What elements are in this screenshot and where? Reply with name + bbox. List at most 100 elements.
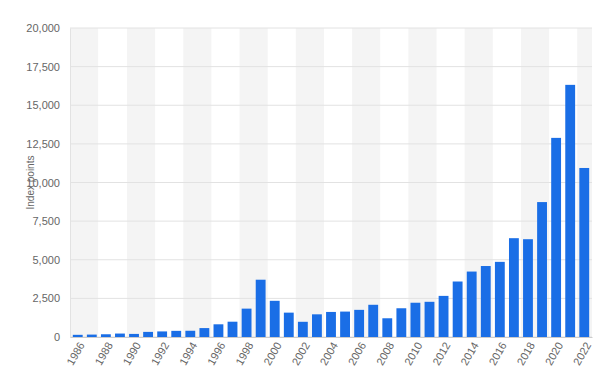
y-tick: 15,000 <box>26 99 70 111</box>
bar <box>256 280 266 337</box>
x-tick: 2002 <box>289 337 312 367</box>
grid-line <box>70 182 592 183</box>
x-tick-label: 2004 <box>317 340 340 367</box>
bar <box>509 238 519 337</box>
bar <box>565 85 575 337</box>
x-tick: 2010 <box>402 337 425 367</box>
bar <box>326 312 336 337</box>
bar <box>396 308 406 337</box>
chart: 02,5005,0007,50010,00012,50015,00017,500… <box>0 0 600 390</box>
x-tick-label: 2008 <box>374 340 397 367</box>
bars <box>73 85 589 337</box>
bar <box>312 314 322 337</box>
bar <box>467 272 477 337</box>
x-tick-label: 2016 <box>486 340 509 367</box>
grid-line <box>70 28 592 29</box>
y-tick-label: 2,500 <box>32 292 60 304</box>
x-tick: 2000 <box>261 337 284 367</box>
bar <box>214 324 224 337</box>
bar <box>368 305 378 337</box>
x-tick-label: 2002 <box>289 340 312 367</box>
bar <box>115 334 125 337</box>
y-tick-label: 0 <box>54 331 60 343</box>
bar <box>425 302 435 337</box>
bar <box>579 168 589 337</box>
bar <box>537 202 547 337</box>
y-tick: 5,000 <box>32 254 70 266</box>
x-tick: 2016 <box>486 337 509 367</box>
bar <box>340 312 350 337</box>
bar <box>382 318 392 337</box>
x-tick-label: 1988 <box>92 340 115 367</box>
y-tick-label: 15,000 <box>26 99 60 111</box>
x-tick-label: 2020 <box>543 340 566 367</box>
bar <box>242 309 252 337</box>
bar <box>129 334 139 337</box>
bar <box>101 334 111 337</box>
bar <box>87 335 97 337</box>
grid-line <box>70 66 592 67</box>
y-tick: 12,500 <box>26 138 70 150</box>
y-axis-title: Index points <box>25 156 36 210</box>
x-tick-label: 2006 <box>346 340 369 367</box>
x-tick-label: 2018 <box>514 340 537 367</box>
y-tick-label: 12,500 <box>26 138 60 150</box>
bar <box>354 310 364 337</box>
bar <box>523 239 533 337</box>
bar <box>199 328 209 337</box>
x-tick: 1998 <box>233 337 256 367</box>
x-tick: 2008 <box>374 337 397 367</box>
x-tick-label: 1992 <box>149 340 172 367</box>
x-tick: 1996 <box>205 337 228 367</box>
x-tick: 1986 <box>64 337 87 367</box>
bar <box>551 138 561 337</box>
y-tick-label: 17,500 <box>26 61 60 73</box>
bar <box>143 332 153 337</box>
x-tick: 2018 <box>514 337 537 367</box>
y-axis-line <box>70 29 71 338</box>
plot: 02,5005,0007,50010,00012,50015,00017,500… <box>26 22 593 367</box>
x-tick: 2022 <box>571 337 594 367</box>
grid-line <box>70 221 592 222</box>
x-tick-label: 2000 <box>261 340 284 367</box>
x-tick-label: 2014 <box>458 340 481 367</box>
x-tick: 2004 <box>317 337 340 367</box>
x-tick-label: 2012 <box>430 340 453 367</box>
y-tick: 7,500 <box>32 215 70 227</box>
stripes <box>70 28 592 337</box>
x-tick: 1994 <box>177 337 200 367</box>
bar <box>73 335 83 337</box>
bar <box>481 266 491 337</box>
y-tick: 2,500 <box>32 292 70 304</box>
x-tick-label: 1996 <box>205 340 228 367</box>
bar <box>284 313 294 337</box>
y-tick-label: 20,000 <box>26 22 60 34</box>
y-tick: 0 <box>54 331 70 343</box>
bar <box>298 322 308 337</box>
x-tick-label: 1994 <box>177 340 200 367</box>
x-axis-line <box>71 337 593 338</box>
x-axis: 198619881990 1992199419961998200020022004… <box>64 337 593 367</box>
grid-line <box>70 143 592 144</box>
x-tick-label: 2010 <box>402 340 425 367</box>
x-tick: 1992 <box>149 337 172 367</box>
y-tick: 20,000 <box>26 22 70 34</box>
bar <box>228 322 238 337</box>
bar <box>410 303 420 337</box>
grid-line <box>70 105 592 106</box>
grid <box>70 28 592 337</box>
x-tick-label: 1990 <box>120 340 143 367</box>
x-tick-label: 2022 <box>571 340 594 367</box>
x-tick: 2012 <box>430 337 453 367</box>
bar <box>185 331 195 337</box>
x-tick-label: 1998 <box>233 340 256 367</box>
bar <box>453 282 463 337</box>
bar <box>439 296 449 337</box>
bar <box>157 331 167 337</box>
bar <box>270 301 280 337</box>
y-tick-label: 7,500 <box>32 215 60 227</box>
x-tick: 2014 <box>458 337 481 367</box>
x-tick: 1988 <box>92 337 115 367</box>
y-tick-label: 5,000 <box>32 254 60 266</box>
x-tick: 2006 <box>346 337 369 367</box>
